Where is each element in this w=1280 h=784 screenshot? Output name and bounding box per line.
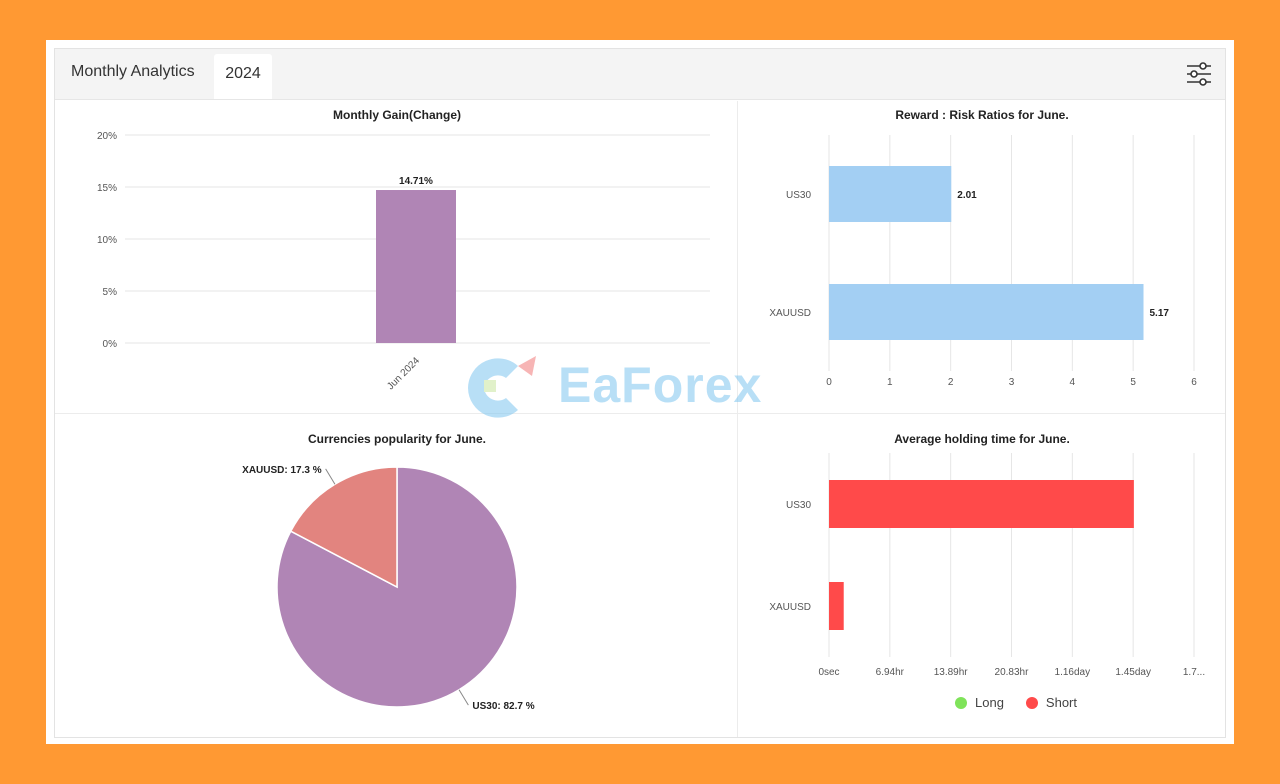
chart-title-currency-popularity: Currencies popularity for June. [308, 432, 486, 446]
y-tick-label: 5% [103, 287, 118, 298]
chart-title-reward-risk: Reward : Risk Ratios for June. [895, 108, 1068, 122]
chart-title-avg-holding: Average holding time for June. [894, 432, 1070, 446]
bar-reward-risk [829, 284, 1144, 340]
bar-short-holding [829, 480, 1134, 528]
legend-item-long[interactable]: Long [955, 695, 1004, 710]
pie-label-leader [458, 689, 469, 706]
x-tick-label: 0 [826, 377, 832, 388]
y-tick-label: US30 [786, 190, 811, 201]
pie-slice-label: US30: 82.7 % [472, 701, 534, 712]
panel-header: Monthly Analytics 2024 [55, 49, 1225, 100]
x-tick-label: 1.7... [1183, 667, 1205, 678]
sliders-icon[interactable] [1185, 61, 1213, 87]
charts-canvas: Monthly Gain(Change) 20% 15% 10% 5% 0% 14.71% J… [97, 108, 1205, 712]
y-tick-label: 15% [97, 183, 117, 194]
legend-marker [955, 696, 967, 709]
chart-title-monthly-gain: Monthly Gain(Change) [333, 108, 461, 122]
x-tick-label: 1.45day [1115, 667, 1151, 678]
x-tick-label: Jun 2024 [385, 355, 422, 392]
x-tick-label: 4 [1070, 377, 1076, 388]
bar-gain [376, 190, 456, 343]
legend-marker [1025, 696, 1038, 709]
watermark-logo: EaForex [458, 348, 828, 426]
y-tick-label: 20% [97, 131, 117, 142]
eaforex-logo-icon [468, 356, 536, 418]
y-tick-label: XAUUSD [769, 308, 811, 319]
pie-slice-label: XAUUSD: 17.3 % [242, 465, 322, 476]
analytics-panel: Monthly Analytics 2024 Monthly Gain(Chan… [54, 48, 1226, 738]
x-tick-label: 1 [887, 377, 893, 388]
pie-label-leader [325, 468, 336, 485]
pie-slice [289, 466, 398, 589]
bar-reward-risk [829, 166, 952, 222]
year-tab[interactable]: 2024 [214, 54, 272, 99]
legend-item-short[interactable]: Short [1025, 695, 1077, 710]
holding-legend: Long Short [955, 695, 1099, 712]
x-tick-label: 20.83hr [995, 667, 1030, 678]
x-tick-label: 13.89hr [934, 667, 969, 678]
watermark-text: EaForex [558, 357, 763, 413]
page-title: Monthly Analytics [71, 63, 195, 80]
bar-short-holding [829, 582, 844, 630]
x-tick-label: 2 [948, 377, 954, 388]
y-tick-label: US30 [786, 500, 811, 511]
bar-value-label: 2.01 [957, 190, 977, 201]
x-tick-label: 3 [1009, 377, 1015, 388]
legend-label: Long [975, 695, 1004, 710]
bar-value-label: 14.71% [399, 176, 433, 187]
y-tick-label: 10% [97, 235, 117, 246]
horizontal-divider [55, 413, 1225, 414]
x-tick-label: 6.94hr [876, 667, 905, 678]
analytics-card: Monthly Analytics 2024 Monthly Gain(Chan… [46, 40, 1234, 744]
x-tick-label: 1.16day [1055, 667, 1091, 678]
y-tick-label: XAUUSD [769, 602, 811, 613]
x-tick-label: 5 [1130, 377, 1136, 388]
x-tick-label: 0sec [818, 667, 839, 678]
x-tick-label: 6 [1191, 377, 1197, 388]
y-tick-label: 0% [103, 339, 118, 350]
bar-value-label: 5.17 [1150, 308, 1170, 319]
legend-label: Short [1045, 695, 1077, 710]
vertical-divider [737, 101, 738, 737]
